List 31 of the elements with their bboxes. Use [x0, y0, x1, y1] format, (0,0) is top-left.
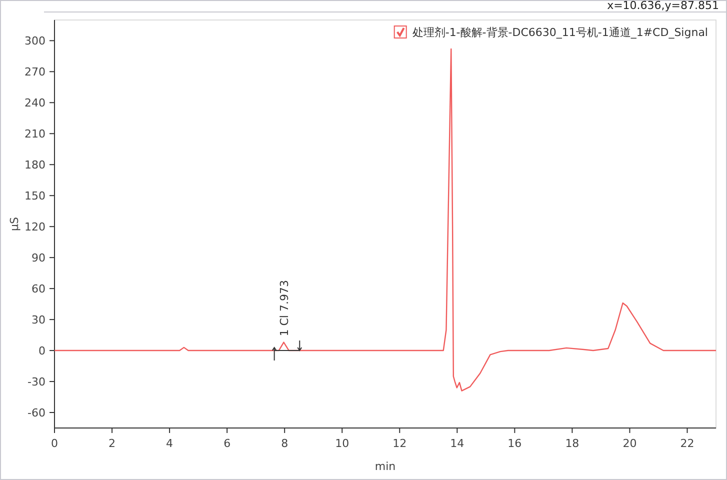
x-tick-label: 8 — [281, 437, 288, 450]
x-tick-label: 10 — [335, 437, 350, 450]
x-tick-label: 4 — [166, 437, 174, 450]
x-tick-label: 14 — [450, 437, 464, 450]
x-tick-label: 12 — [392, 437, 407, 450]
legend-label: 处理剂-1-酸解-背景-DC6630_11号机-1通道_1#CD_Signal — [412, 26, 708, 39]
x-axis-title: min — [374, 460, 396, 473]
y-tick-label: 180 — [24, 158, 46, 172]
x-tick-label: 20 — [622, 437, 637, 450]
y-tick-label: -30 — [28, 376, 46, 389]
x-tick-label: 0 — [51, 437, 58, 450]
y-tick-label: 30 — [32, 314, 46, 327]
y-tick-label: 300 — [24, 34, 46, 48]
x-tick-label: 6 — [224, 437, 231, 450]
y-tick-label: 240 — [24, 96, 46, 110]
line-series — [54, 48, 717, 392]
y-tick-label: 0 — [38, 344, 46, 358]
y-tick-label: 90 — [32, 252, 46, 265]
x-tick-label: 18 — [565, 437, 580, 450]
y-tick-label: 270 — [24, 66, 46, 79]
annotation: 1 Cl 7.973 — [278, 280, 291, 336]
y-tick-label: 60 — [32, 282, 46, 296]
y-tick-label: 210 — [24, 128, 46, 141]
y-tick-label: -60 — [28, 406, 46, 420]
x-tick-label: 16 — [508, 437, 522, 450]
y-axis-title: µS — [8, 216, 21, 231]
x-tick-label: 2 — [108, 437, 116, 450]
y-tick-label: 150 — [24, 190, 46, 203]
text: x=10.636,y=87.851 — [607, 0, 719, 12]
x-tick-label: 22 — [680, 437, 694, 450]
y-tick-label: 120 — [24, 220, 46, 234]
